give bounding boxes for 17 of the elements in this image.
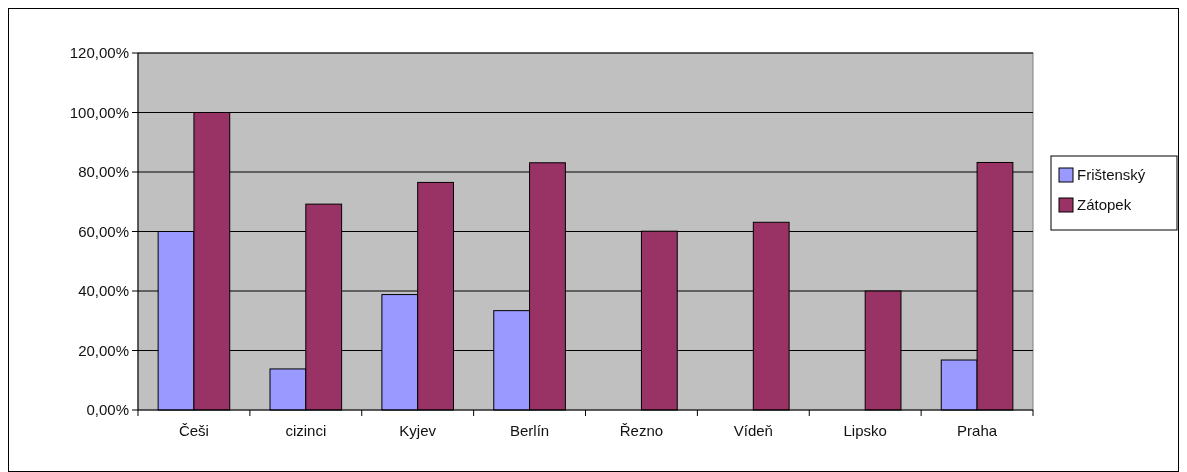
x-tick-label: Kyjev (399, 422, 437, 439)
legend-label: Zátopek (1077, 196, 1132, 214)
y-tick-label: 60,00% (78, 222, 129, 240)
y-tick-label: 20,00% (78, 341, 129, 359)
x-tick-label: Berlín (509, 422, 550, 439)
y-tick-label: 100,00% (69, 103, 129, 121)
y-tick-label: 80,00% (78, 163, 129, 181)
y-tick-label: 40,00% (78, 282, 129, 300)
x-tick-label: cizinci (285, 422, 327, 439)
x-tick-label: Lipsko (843, 422, 887, 439)
legend-label: Frištenský (1077, 166, 1146, 184)
x-tick-label: Řezno (619, 422, 664, 439)
x-tick-label: Vídeň (733, 422, 773, 439)
y-tick-label: 0,00% (86, 401, 129, 419)
x-tick-label: Češi (178, 422, 209, 439)
y-tick-label: 120,00% (69, 44, 129, 62)
x-tick-label: Praha (957, 422, 998, 439)
